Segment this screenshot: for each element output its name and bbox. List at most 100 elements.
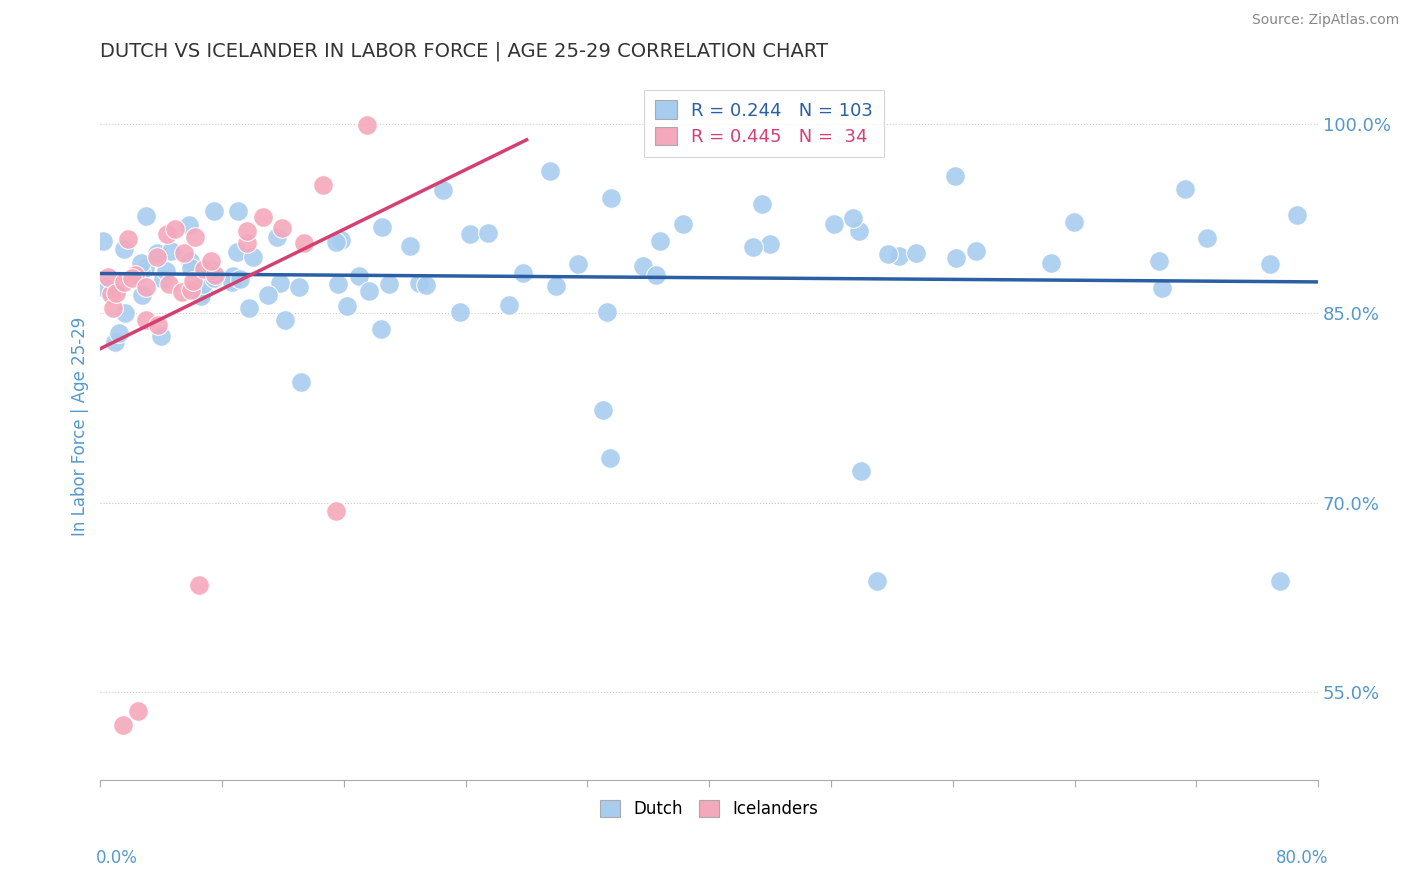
Point xyxy=(1268,574,1291,588)
Point xyxy=(105,285,128,300)
Point xyxy=(221,275,243,289)
Point xyxy=(266,230,288,244)
Point xyxy=(157,277,180,292)
Point xyxy=(112,718,135,732)
Text: 80.0%: 80.0% xyxy=(1277,849,1329,867)
Point xyxy=(347,268,370,283)
Point xyxy=(432,183,454,197)
Point xyxy=(188,577,211,591)
Point xyxy=(94,281,117,295)
Point xyxy=(1258,257,1281,271)
Point xyxy=(1150,281,1173,295)
Point xyxy=(848,224,870,238)
Point xyxy=(325,504,347,518)
Point xyxy=(236,224,259,238)
Point xyxy=(201,263,224,277)
Point xyxy=(149,329,172,343)
Point xyxy=(226,245,249,260)
Point xyxy=(103,335,125,350)
Point xyxy=(945,251,967,265)
Point xyxy=(538,164,561,178)
Point xyxy=(288,279,311,293)
Point xyxy=(271,220,294,235)
Point xyxy=(134,260,156,275)
Point xyxy=(889,249,911,263)
Point xyxy=(180,283,202,297)
Point xyxy=(100,286,122,301)
Point xyxy=(943,169,966,184)
Point xyxy=(415,277,437,292)
Point xyxy=(290,376,312,390)
Point xyxy=(567,257,589,271)
Point xyxy=(1040,255,1063,269)
Point xyxy=(172,285,194,299)
Point xyxy=(1149,254,1171,268)
Point xyxy=(91,234,114,248)
Point xyxy=(181,274,204,288)
Point xyxy=(204,268,226,282)
Point xyxy=(357,285,380,299)
Point xyxy=(156,227,179,242)
Point xyxy=(177,218,200,232)
Point xyxy=(184,229,207,244)
Point xyxy=(202,204,225,219)
Point xyxy=(242,250,264,264)
Point xyxy=(200,254,222,268)
Point xyxy=(236,235,259,250)
Point xyxy=(648,234,671,248)
Point xyxy=(135,280,157,294)
Point xyxy=(179,253,201,268)
Legend: Dutch, Icelanders: Dutch, Icelanders xyxy=(593,794,825,825)
Point xyxy=(160,244,183,258)
Point xyxy=(124,268,146,282)
Point xyxy=(599,191,621,205)
Point xyxy=(129,265,152,279)
Point xyxy=(226,203,249,218)
Point xyxy=(193,261,215,276)
Point xyxy=(371,219,394,234)
Point xyxy=(107,326,129,340)
Point xyxy=(112,242,135,256)
Point xyxy=(202,271,225,285)
Point xyxy=(498,298,520,312)
Point xyxy=(292,236,315,251)
Point xyxy=(851,464,873,478)
Point xyxy=(1063,215,1085,229)
Point xyxy=(191,277,214,291)
Point xyxy=(121,271,143,285)
Point xyxy=(155,264,177,278)
Point xyxy=(325,235,347,250)
Text: DUTCH VS ICELANDER IN LABOR FORCE | AGE 25-29 CORRELATION CHART: DUTCH VS ICELANDER IN LABOR FORCE | AGE … xyxy=(100,42,828,62)
Point xyxy=(101,301,124,316)
Point xyxy=(408,277,430,291)
Point xyxy=(117,232,139,246)
Point xyxy=(672,217,695,231)
Point xyxy=(595,305,617,319)
Point xyxy=(97,269,120,284)
Point xyxy=(370,322,392,336)
Point xyxy=(312,178,335,193)
Point xyxy=(229,272,252,286)
Point xyxy=(741,240,763,254)
Point xyxy=(146,251,169,265)
Point xyxy=(1195,231,1218,245)
Point xyxy=(449,304,471,318)
Point xyxy=(222,268,245,283)
Point xyxy=(631,259,654,273)
Point xyxy=(1174,182,1197,196)
Point xyxy=(336,300,359,314)
Point xyxy=(146,246,169,260)
Point xyxy=(129,256,152,270)
Point xyxy=(256,288,278,302)
Point xyxy=(127,704,149,718)
Point xyxy=(842,211,865,225)
Point xyxy=(135,313,157,327)
Point xyxy=(399,239,422,253)
Point xyxy=(823,217,845,231)
Point xyxy=(512,266,534,280)
Point xyxy=(460,227,482,242)
Point xyxy=(477,226,499,240)
Point xyxy=(131,288,153,302)
Point xyxy=(904,246,927,260)
Point xyxy=(877,247,900,261)
